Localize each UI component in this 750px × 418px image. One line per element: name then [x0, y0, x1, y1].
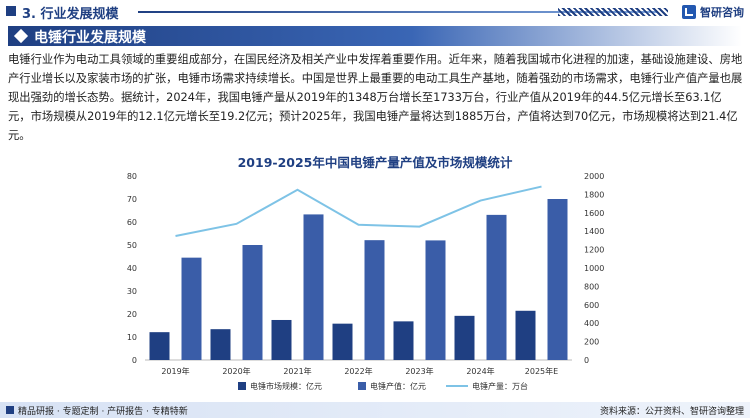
section-title: 3. 行业发展规模: [22, 7, 119, 22]
bar-output-value: [303, 214, 324, 360]
y-right-tick-label: 1000: [584, 264, 604, 273]
footer-tagline: 精品研报 · 专题定制 · 产研报告 · 专精特新: [18, 407, 188, 417]
brand-name: 智研咨询: [700, 6, 744, 19]
y-right-tick-label: 1600: [584, 209, 604, 218]
legend-swatch: [238, 382, 246, 390]
y-left-tick-label: 50: [127, 241, 137, 250]
x-tick-label: 2019年: [161, 366, 189, 376]
top-bar: 3. 行业发展规模 智研咨询: [0, 0, 750, 24]
bar-output-value: [547, 199, 568, 360]
x-tick-label: 2021年: [283, 366, 311, 376]
footer-marker: [6, 406, 14, 414]
y-left-tick-label: 80: [127, 172, 137, 181]
source-note: 资料来源：公开资料、智研咨询整理: [599, 407, 744, 417]
body-paragraph: 电锤行业作为电动工具领域的重要组成部分，在国民经济及相关产业中发挥着重要作用。近…: [8, 53, 743, 142]
legend-label: 电锤产量：万台: [472, 381, 528, 391]
y-left-tick-label: 40: [127, 264, 137, 273]
y-right-tick-label: 1800: [584, 190, 604, 199]
footer-bar: 精品研报 · 专题定制 · 产研报告 · 专精特新 资料来源：公开资料、智研咨询…: [0, 402, 750, 418]
bar-market-size: [332, 323, 353, 360]
legend-label: 电锤产值：亿元: [370, 381, 426, 391]
legend-label: 电锤市场规模：亿元: [250, 381, 322, 391]
y-right-tick-label: 600: [584, 301, 599, 310]
y-left-tick-label: 20: [127, 310, 137, 319]
y-right-tick-label: 200: [584, 338, 599, 347]
y-right-tick-label: 0: [584, 356, 589, 365]
diamond-icon: [13, 28, 29, 44]
y-left-tick-label: 30: [127, 287, 137, 296]
y-right-tick-label: 1200: [584, 246, 604, 255]
x-tick-label: 2025年E: [525, 366, 558, 376]
page-heading: 电锤行业发展规模: [34, 30, 146, 46]
x-tick-label: 2023年: [405, 366, 433, 376]
x-tick-label: 2024年: [466, 366, 494, 376]
y-left-tick-label: 70: [127, 195, 137, 204]
bar-market-size: [515, 310, 536, 360]
y-right-tick-label: 400: [584, 319, 599, 328]
bar-market-size: [454, 315, 475, 360]
y-right-tick-label: 2000: [584, 172, 604, 181]
bar-market-size: [393, 321, 414, 360]
chart-title: 2019-2025年中国电锤产量产值及市场规模统计: [237, 155, 513, 170]
heading-banner: 电锤行业发展规模: [8, 26, 742, 46]
line-production: [175, 185, 542, 237]
brand-logo: 智研咨询: [682, 3, 744, 21]
header-rule: [138, 11, 658, 13]
section-marker: [6, 6, 16, 16]
bar-output-value: [486, 214, 507, 360]
y-left-tick-label: 60: [127, 218, 137, 227]
y-left-tick-label: 0: [132, 356, 137, 365]
x-tick-label: 2020年: [222, 366, 250, 376]
y-right-tick-label: 800: [584, 282, 599, 291]
y-left-tick-label: 10: [127, 333, 137, 342]
bar-output-value: [425, 240, 446, 360]
x-tick-label: 2022年: [344, 366, 372, 376]
legend-swatch: [358, 382, 366, 390]
bar-market-size: [149, 332, 170, 360]
bar-output-value: [242, 245, 263, 360]
bar-output-value: [181, 257, 202, 360]
bar-market-size: [210, 329, 231, 360]
combo-chart: 0102030405060708002004006008001000120014…: [127, 172, 605, 391]
header-hatch: [558, 8, 668, 16]
y-right-tick-label: 1400: [584, 227, 604, 236]
bar-market-size: [271, 319, 292, 360]
bar-output-value: [364, 240, 385, 360]
brand-logo-icon: [682, 5, 696, 19]
